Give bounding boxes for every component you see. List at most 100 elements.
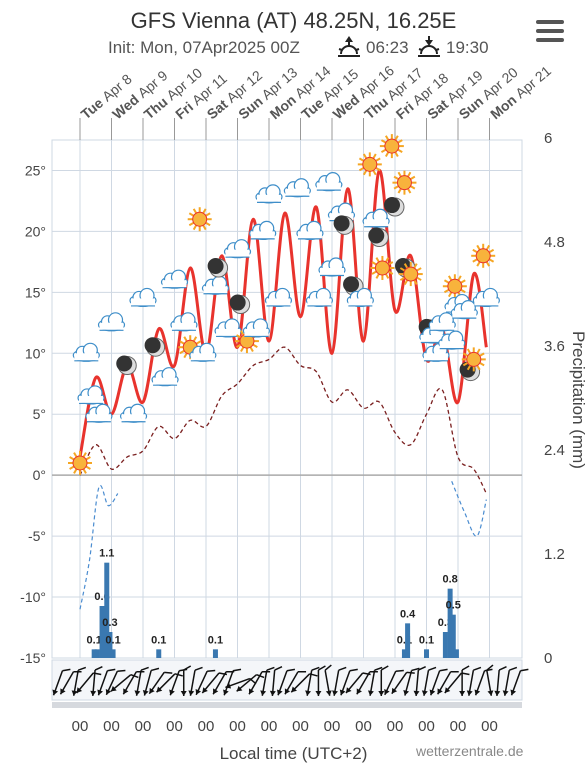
wind-arrow <box>324 664 332 696</box>
cloud-icon <box>422 342 450 362</box>
wind-arrow <box>305 666 320 696</box>
precip-bar <box>91 649 97 658</box>
credit: wetterzentrale.de <box>416 743 524 759</box>
series-lines <box>78 168 488 610</box>
wind-arrow <box>502 666 518 696</box>
moon-icon <box>144 337 166 357</box>
precip-label: 0.8 <box>442 574 457 586</box>
y-tick-label: 10° <box>25 345 46 361</box>
cloud-icon <box>346 287 374 308</box>
weather-icons <box>68 134 500 475</box>
wind-arrow <box>97 668 116 696</box>
precip-label: 0.1 <box>151 634 166 646</box>
wind-arrow <box>284 670 307 695</box>
x-axis-bottom: 00 00 00 00 00 00 00 00 00 00 00 00 00 00 <box>72 718 498 735</box>
wind-arrow <box>421 666 437 696</box>
y-tick-label: 20° <box>25 223 46 239</box>
cloud-icon <box>214 318 242 338</box>
y-tick-label: -15° <box>20 650 46 666</box>
menu-icon[interactable] <box>536 20 564 42</box>
cloud-icon <box>362 208 390 228</box>
day-date: Apr 21 <box>512 62 554 101</box>
x-tick-label: 00 <box>324 718 341 735</box>
x-tick-label: 00 <box>481 718 498 735</box>
y-tick-label: -5° <box>28 528 46 544</box>
wind-arrow <box>105 669 126 696</box>
sun-icon <box>187 207 212 232</box>
below_zero-line <box>451 481 487 537</box>
wind-arrow <box>437 670 459 695</box>
cloud-icon <box>85 403 113 423</box>
y2-tick-label: 0 <box>544 650 552 667</box>
cloud-icon <box>119 403 148 423</box>
y2-tick-label: 1.2 <box>544 546 565 563</box>
precip-bar <box>453 649 459 658</box>
precip-label: 0.1 <box>419 634 434 646</box>
cloud-icon <box>223 239 252 259</box>
wind-arrow <box>413 665 426 697</box>
dewpoint-line <box>79 346 487 494</box>
precip-label: 0.1 <box>208 634 223 646</box>
cloud-icon <box>151 367 179 387</box>
x-tick-label: 00 <box>261 718 278 735</box>
precip-bar <box>405 623 411 658</box>
moon-icon <box>229 294 251 315</box>
wind-arrow <box>260 666 275 696</box>
wind-scrollbar <box>52 702 522 708</box>
y-axis-right: 6 4.8 3.6 2.4 1.2 0 <box>544 130 565 667</box>
cloud-icon <box>97 312 126 332</box>
wind-row <box>51 659 529 708</box>
y-tick-label: 0° <box>33 467 46 483</box>
wind-arrow <box>345 672 371 694</box>
precip-bar <box>212 649 218 658</box>
x-tick-label: 00 <box>450 718 467 735</box>
x-tick-label: 00 <box>229 718 246 735</box>
wind-arrow <box>332 666 347 696</box>
x-tick-label: 00 <box>387 718 404 735</box>
precip-bar <box>94 649 100 658</box>
wind-arrow <box>223 668 242 696</box>
sun-icon <box>461 347 486 372</box>
page-title: GFS Vienna (AT) 48.25N, 16.25E <box>130 8 457 33</box>
y-tick-label: -10° <box>20 589 46 605</box>
wind-arrow <box>195 669 216 696</box>
wind-arrow <box>134 666 149 696</box>
wind-arrow <box>494 665 507 697</box>
x-axis-label: Local time (UTC+2) <box>219 744 368 763</box>
wind-arrow <box>148 671 173 695</box>
wind-arrow <box>276 668 296 696</box>
wind-arrow <box>52 668 71 696</box>
x-tick-label: 00 <box>355 718 372 735</box>
sunrise-icon <box>338 36 360 57</box>
wind-arrow <box>180 665 192 696</box>
cloud-icon <box>170 312 198 332</box>
wind-panel <box>51 659 523 701</box>
wind-arrow <box>429 668 448 696</box>
y-tick-label: 25° <box>25 162 46 178</box>
sunrise-time: 06:23 <box>366 38 409 57</box>
x-tick-label: 00 <box>103 718 120 735</box>
wind-arrow <box>201 672 228 694</box>
wind-arrow <box>315 665 326 696</box>
precip-bar <box>450 614 456 658</box>
wind-arrow <box>188 666 203 696</box>
cloud-icon <box>296 220 324 241</box>
sun-icon <box>471 243 496 268</box>
y-axis-right-label: Precipitation (mm) <box>569 331 587 469</box>
wind-arrow <box>90 665 103 697</box>
x-tick-label: 00 <box>418 718 435 735</box>
precip-label: 0.1 <box>105 634 120 646</box>
cloud-icon <box>264 287 293 308</box>
cloud-icon <box>160 269 189 289</box>
cloud-icon <box>472 287 500 308</box>
cloud-icon <box>305 287 333 308</box>
wind-arrow <box>378 665 389 696</box>
moon-icon <box>384 197 405 217</box>
precip-bar <box>104 562 110 658</box>
wind-arrow <box>156 673 183 693</box>
cloud-icon <box>255 184 283 204</box>
wind-arrow <box>71 666 87 696</box>
wind-arrow <box>459 665 470 696</box>
